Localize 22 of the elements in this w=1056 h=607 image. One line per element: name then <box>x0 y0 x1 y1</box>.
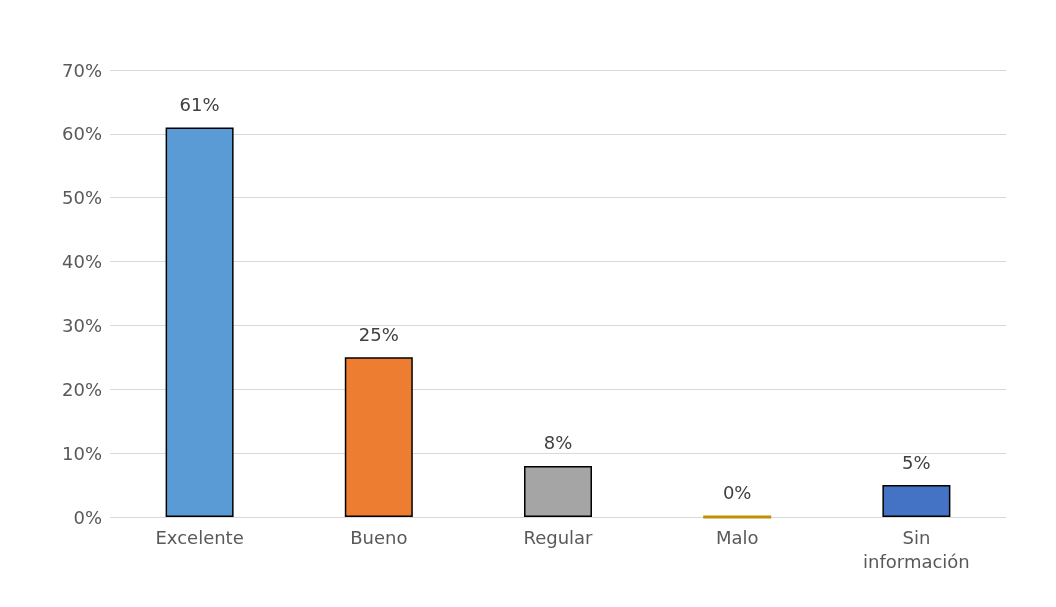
y-tick-label: 30% <box>61 314 102 336</box>
data-label: 8% <box>543 432 573 454</box>
bar <box>524 465 592 517</box>
data-label: 25% <box>358 323 399 345</box>
bar <box>344 357 413 517</box>
bar <box>882 485 951 517</box>
y-tick-label: 60% <box>61 123 102 145</box>
y-tick-label: 20% <box>61 378 102 400</box>
y-tick-label: 40% <box>61 251 102 273</box>
y-tick-label: 70% <box>61 59 102 81</box>
data-label: 0% <box>722 482 752 503</box>
data-label: 61% <box>179 93 220 115</box>
x-tick-label: Malo <box>715 526 759 548</box>
x-tick-label: Regular <box>523 526 594 548</box>
x-tick-label: Bueno <box>350 526 408 548</box>
x-tick-label: Sin información <box>863 526 970 572</box>
x-tick-label: Excelente <box>155 526 244 548</box>
y-tick-label: 50% <box>61 187 102 209</box>
y-tick-label: 10% <box>61 442 102 464</box>
y-tick-label: 0% <box>73 506 102 528</box>
bar <box>165 127 234 517</box>
data-label: 5% <box>902 451 931 473</box>
